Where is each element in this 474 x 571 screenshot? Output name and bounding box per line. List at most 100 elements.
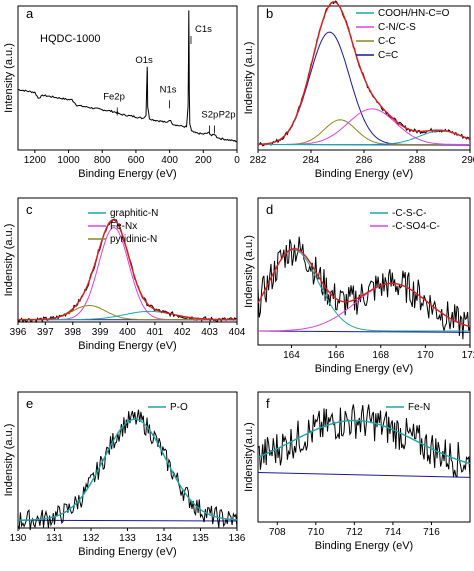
component-curve (257, 249, 470, 332)
raw-spectrum (257, 236, 471, 340)
peak-label: P2p (219, 110, 236, 121)
x-tick-label: 400 (119, 327, 136, 338)
x-tick-label: 402 (174, 327, 191, 338)
panel-letter: a (26, 6, 34, 21)
x-tick-label: 286 (356, 155, 373, 166)
x-tick-label: 136 (229, 533, 246, 544)
peak-label: Fe2p (103, 91, 125, 102)
legend-label: -C-SO4-C- (392, 221, 440, 232)
x-tick-label: 714 (385, 527, 402, 538)
x-tick-label: 134 (156, 533, 173, 544)
x-axis-label: Binding Energy (eV) (315, 168, 413, 180)
panel-b: b 282 284 286 288 290 Binding Energy (eV) Inden… (243, 0, 474, 180)
legend-label: graphitic-N (110, 208, 158, 219)
x-tick-label: 1000 (57, 155, 80, 166)
legend-label: P-O (170, 402, 188, 413)
component-curve (258, 282, 471, 332)
survey-spectrum (17, 10, 238, 143)
x-tick-label: 172 (462, 350, 474, 361)
x-tick-label: 710 (307, 527, 324, 538)
fit-curve (18, 418, 238, 521)
x-tick-label: 400 (161, 155, 178, 166)
y-axis-label: Indensity (a.u.) (243, 42, 255, 115)
component-curve (258, 130, 471, 145)
raw-spectrum (17, 409, 238, 531)
x-tick-label: 132 (83, 533, 100, 544)
legend-label: Fe-Nx (110, 221, 137, 232)
plot-frame (17, 391, 238, 529)
x-axis-label: Binding Energy (eV) (315, 540, 413, 552)
x-tick-label: 399 (92, 327, 109, 338)
x-tick-label: 396 (10, 327, 27, 338)
y-axis-label: Intensity (a.u.) (3, 43, 15, 113)
legend-label: C-N/C-S (378, 22, 416, 33)
x-axis-label: Binding Energy (eV) (78, 340, 176, 352)
plot-frame (17, 5, 238, 151)
x-tick-label: 282 (250, 155, 267, 166)
legend-label: C=C (378, 50, 398, 61)
panel-d: d 164 166 168 170 172 Binding Energy (eV) Inden… (243, 197, 474, 375)
legend-label: -C-S-C- (392, 208, 426, 219)
x-tick-label: 404 (229, 327, 246, 338)
x-tick-label: 164 (283, 350, 300, 361)
panel-letter: c (26, 202, 33, 217)
y-axis-label: Indensity (a.u.) (243, 235, 255, 308)
x-tick-label: 708 (269, 527, 286, 538)
x-tick-label: 200 (195, 155, 212, 166)
peak-label: O1s (135, 55, 153, 66)
legend-label: pyridinic-N (110, 234, 157, 245)
x-tick-label: 133 (119, 533, 136, 544)
fit-envelope (258, 1, 471, 145)
x-axis-label: Binding Energy (eV) (78, 168, 176, 180)
x-tick-label: 1200 (24, 155, 47, 166)
fit-envelope (18, 219, 237, 321)
panel-e: e 130 131 132 133 134 135 136 Binding Energy (eV… (3, 391, 246, 558)
x-tick-label: 397 (37, 327, 54, 338)
peak-label: N1s (160, 84, 177, 95)
sample-label: HQDC-1000 (40, 33, 101, 45)
y-axis-label: Indensity (a.u.) (3, 424, 15, 497)
raw-spectrum (257, 0, 471, 147)
x-tick-label: 800 (94, 155, 111, 166)
panel-f: f 708 710 712 714 716 Binding Energy (eV) Inden… (243, 391, 471, 552)
legend-label: C-C (378, 36, 396, 47)
x-tick-label: 290 (462, 155, 474, 166)
component-curve (258, 108, 470, 145)
raw-spectrum (257, 404, 471, 478)
fit-envelope (257, 247, 471, 328)
panel-letter: f (266, 396, 270, 411)
x-tick-label: 131 (46, 533, 63, 544)
baseline-line (257, 472, 471, 478)
x-tick-label: 398 (64, 327, 81, 338)
x-tick-label: 0 (234, 155, 240, 166)
x-tick-label: 600 (128, 155, 145, 166)
x-tick-label: 288 (409, 155, 426, 166)
x-tick-label: 170 (417, 350, 434, 361)
panel-c: c 396 397 398 399 400 401 402 403 404 Binding Ener… (3, 197, 246, 352)
x-axis-label: Binding Energy (eV) (315, 363, 413, 375)
baseline-line (257, 330, 471, 333)
x-tick-label: 401 (147, 327, 164, 338)
component-curve (258, 31, 470, 145)
x-tick-label: 716 (423, 527, 440, 538)
peak-label: C1s (195, 24, 212, 35)
x-tick-label: 403 (201, 327, 218, 338)
fit-curve (257, 419, 471, 465)
panel-a: a 1200 1000 800 600 400 200 0 Binding Energy (eV… (3, 5, 240, 180)
y-axis-label: Indensity(a.u.) (243, 422, 255, 492)
x-axis-label: Binding Energy (eV) (78, 546, 176, 558)
x-tick-label: 135 (192, 533, 209, 544)
component-curve (258, 119, 470, 145)
peak-label: S2p (201, 110, 218, 121)
x-tick-label: 284 (303, 155, 320, 166)
legend-label: COOH/HN-C=O (378, 8, 450, 19)
x-tick-label: 168 (372, 350, 389, 361)
panel-letter: d (266, 202, 273, 217)
x-tick-label: 130 (10, 533, 27, 544)
y-axis-label: Indensity (a.u.) (3, 224, 15, 297)
legend-label: Fe-N (408, 402, 430, 413)
plot-frame (257, 197, 471, 346)
panel-letter: e (26, 396, 33, 411)
plot-frame (257, 391, 471, 523)
